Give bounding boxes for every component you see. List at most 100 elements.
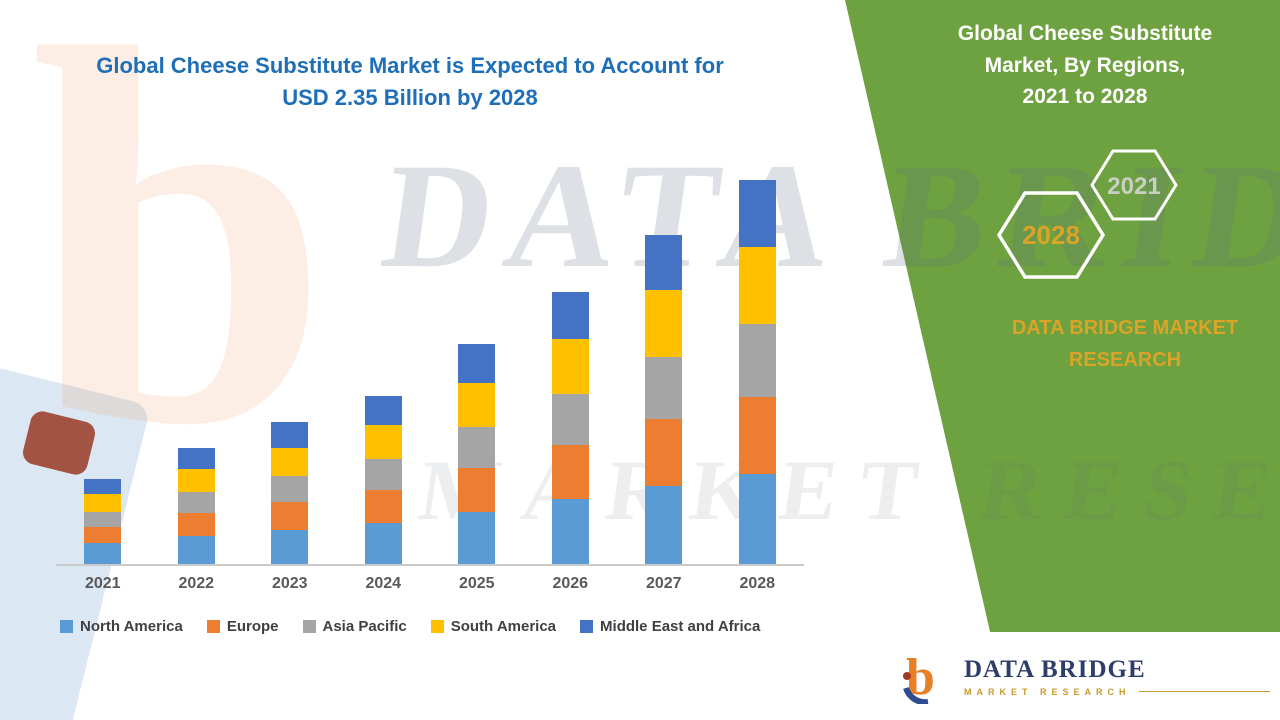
footer-tagline-row: MARKET RESEARCH — [964, 687, 1270, 697]
bar-stack-2021 — [84, 479, 122, 564]
bar-segment-south-america-2024 — [364, 425, 402, 459]
x-axis-label-2025: 2025 — [458, 575, 495, 592]
bar-segment-middle-east-and-africa-2021 — [84, 479, 122, 494]
bar-column-2023 — [243, 422, 337, 564]
bar-segment-north-america-2026 — [551, 499, 589, 564]
footer-tagline: MARKET RESEARCH — [964, 686, 1131, 697]
bar-segment-middle-east-and-africa-2026 — [551, 292, 589, 339]
page-title-line-2: USD 2.35 Billion by 2028 — [282, 84, 538, 110]
bar-segment-north-america-2024 — [364, 523, 402, 564]
bar-stack-2027 — [645, 235, 683, 564]
bar-segment-asia-pacific-2024 — [364, 459, 402, 490]
bar-segment-north-america-2028 — [738, 474, 776, 564]
panel-title-line-3: 2021 to 2028 — [1022, 85, 1148, 108]
footer-brand-name: DATA BRIDGE — [964, 655, 1146, 683]
x-axis-label-2024: 2024 — [365, 575, 402, 592]
x-axis-label-2027: 2027 — [645, 575, 682, 592]
bar-segment-north-america-2022 — [177, 536, 215, 564]
x-axis-label-2028: 2028 — [739, 575, 776, 592]
hexagon-2021-outline — [1090, 149, 1178, 221]
bar-segment-europe-2023 — [271, 502, 309, 530]
hexagon-2021-label: 2021 — [1107, 173, 1160, 200]
bar-column-2026 — [524, 292, 618, 564]
legend-label-europe: Europe — [226, 618, 279, 635]
x-axis-labels: 2021 2022 2023 2024 2025 2026 2027 2028 — [56, 566, 804, 593]
hexagon-2028-outline — [996, 191, 1106, 279]
bar-column-2028 — [711, 180, 805, 564]
chart-legend: North America Europe Asia Pacific South Ame… — [60, 618, 760, 635]
bar-stack-2025 — [458, 344, 496, 564]
bar-segment-europe-2025 — [458, 468, 496, 512]
bar-segment-asia-pacific-2026 — [551, 394, 589, 445]
bar-stack-2024 — [364, 396, 402, 564]
bar-stack-2028 — [738, 180, 776, 564]
legend-item-asia-pacific: Asia Pacific — [302, 618, 407, 635]
legend-item-europe: Europe — [206, 618, 279, 635]
footer-logo-text: DATA BRIDGE MARKET RESEARCH — [964, 656, 1280, 697]
bar-segment-middle-east-and-africa-2022 — [177, 448, 215, 469]
bar-segment-south-america-2028 — [738, 247, 776, 324]
bar-segment-north-america-2025 — [458, 512, 496, 564]
bar-segment-south-america-2027 — [645, 290, 683, 357]
hexagon-badges: 2028 2021 — [996, 149, 1178, 279]
data-bridge-logo-icon: b — [903, 649, 935, 704]
legend-swatch-asia-pacific — [302, 620, 316, 633]
bar-segment-europe-2028 — [738, 397, 776, 474]
x-axis-label-2022: 2022 — [178, 575, 215, 592]
bar-segment-south-america-2023 — [271, 448, 309, 476]
bar-stack-2022 — [177, 448, 215, 564]
bar-column-2021 — [56, 479, 150, 564]
bar-column-2025 — [430, 344, 524, 564]
legend-swatch-middle-east-and-africa — [580, 620, 594, 633]
bar-segment-middle-east-and-africa-2028 — [738, 180, 776, 247]
legend-label-south-america: South America — [450, 618, 557, 635]
legend-item-north-america: North America — [60, 618, 183, 635]
page-title: Global Cheese Substitute Market is Expec… — [50, 50, 770, 114]
legend-item-south-america: South America — [430, 618, 557, 635]
bar-segment-europe-2024 — [364, 490, 402, 523]
bar-segment-north-america-2023 — [271, 530, 309, 564]
panel-title: Global Cheese Substitute Market, By Regi… — [930, 18, 1240, 113]
legend-label-north-america: North America — [80, 618, 183, 635]
bar-segment-asia-pacific-2025 — [458, 427, 496, 468]
bar-segment-north-america-2027 — [645, 486, 683, 564]
bar-segment-asia-pacific-2021 — [84, 512, 122, 527]
bar-column-2024 — [337, 396, 431, 564]
bar-segment-middle-east-and-africa-2027 — [645, 235, 683, 290]
legend-label-middle-east-and-africa: Middle East and Africa — [600, 618, 761, 635]
bar-chart: 2021 2022 2023 2024 2025 2026 2027 2028 — [56, 158, 804, 593]
bar-segment-europe-2021 — [84, 527, 122, 543]
panel-title-line-2: Market, By Regions, — [984, 53, 1186, 77]
legend-swatch-north-america — [60, 620, 73, 633]
bar-segment-asia-pacific-2022 — [177, 492, 215, 513]
bar-segment-south-america-2026 — [551, 339, 589, 394]
bar-segment-asia-pacific-2027 — [645, 357, 683, 419]
legend-item-middle-east-and-africa: Middle East and Africa — [580, 618, 760, 635]
panel-title-line-1: Global Cheese Substitute — [957, 22, 1213, 45]
x-axis-label-2023: 2023 — [271, 575, 308, 592]
page-title-line-1: Global Cheese Substitute Market is Expec… — [96, 53, 724, 78]
bar-column-2022 — [150, 448, 244, 564]
bar-segment-middle-east-and-africa-2023 — [271, 422, 309, 448]
legend-swatch-europe — [206, 620, 220, 633]
bar-segment-asia-pacific-2023 — [271, 476, 309, 502]
panel-brand-line-1: DATA BRIDGE MARKET — [1011, 317, 1239, 339]
bar-stack-2023 — [271, 422, 309, 564]
legend-label-asia-pacific: Asia Pacific — [322, 618, 407, 635]
panel-brand-line-2: RESEARCH — [1068, 349, 1182, 371]
bar-segment-asia-pacific-2028 — [738, 324, 776, 397]
x-axis-label-2026: 2026 — [552, 575, 589, 592]
bar-segment-middle-east-and-africa-2025 — [458, 344, 496, 383]
panel-brand-text: DATA BRIDGE MARKET RESEARCH — [958, 312, 1280, 376]
bar-segment-south-america-2025 — [458, 383, 496, 427]
bar-segment-south-america-2021 — [84, 494, 122, 512]
hexagon-2028-label: 2028 — [1022, 220, 1080, 250]
bar-segment-south-america-2022 — [177, 469, 215, 492]
x-axis-label-2021: 2021 — [84, 575, 121, 592]
bar-stack-2026 — [551, 292, 589, 564]
plot-area — [56, 158, 804, 566]
bar-segment-europe-2026 — [551, 445, 589, 499]
footer-logo-box: b DATA BRIDGE MARKET RESEARCH — [878, 632, 1280, 720]
bar-segment-europe-2022 — [177, 513, 215, 536]
